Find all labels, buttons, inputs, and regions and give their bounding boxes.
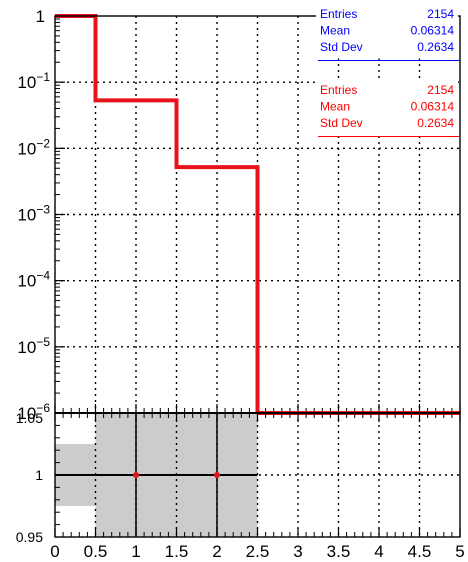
x-tick-label: 2: [212, 542, 221, 561]
stats-value: 2154: [427, 83, 454, 97]
ratio-panel: 1.05 1 0.95 0 0.5 1 1.5 2 2.5 3 3.5 4 4.5 5: [16, 410, 465, 561]
x-tick-label: 4: [374, 542, 383, 561]
y-tick-base: 10: [17, 206, 36, 225]
ratio-y-tick-label: 0.95: [16, 529, 43, 545]
stats-value: 0.2634: [417, 116, 454, 130]
x-tick-label: 1.5: [165, 542, 189, 561]
stats-value: 0.06314: [411, 100, 455, 114]
stats-value: 2154: [427, 7, 454, 21]
stats-value: 0.06314: [411, 24, 455, 38]
ratio-y-tick-label: 1: [35, 467, 43, 483]
y-tick-exponent: −2: [36, 136, 50, 150]
y-tick-label: 10−5: [17, 335, 50, 357]
ratio-y-tick-label: 1.05: [16, 410, 43, 426]
y-tick-label: 10−1: [17, 70, 50, 92]
x-tick-label: 1: [131, 542, 140, 561]
x-tick-label: 2.5: [246, 542, 270, 561]
stats-label: Std Dev: [320, 116, 363, 130]
x-tick-label: 5: [455, 542, 464, 561]
x-tick-label: 4.5: [408, 542, 432, 561]
y-tick-base: 10: [17, 139, 36, 158]
y-tick-exponent: −1: [36, 70, 50, 84]
stats-label: Entries: [320, 83, 357, 97]
ratio-point: [214, 472, 220, 478]
y-tick-label: 10−3: [17, 203, 50, 225]
stats-box: Entries 2154 Mean 0.06314 Std Dev 0.2634: [316, 81, 460, 137]
stats-label: Mean: [320, 24, 350, 38]
y-tick-label: 10−2: [17, 136, 50, 158]
x-tick-label: 0.5: [84, 542, 108, 561]
y-tick-label: 10−4: [17, 269, 50, 291]
main-histogram-line: [55, 14, 460, 415]
y-tick-exponent: −5: [36, 335, 50, 349]
x-tick-label: 0: [50, 542, 59, 561]
y-tick-label: 10−6: [17, 401, 50, 423]
y-tick-base: 10: [17, 73, 36, 92]
y-tick-exponent: −4: [36, 269, 50, 283]
stats-box: Entries 2154 Mean 0.06314 Std Dev 0.2634: [316, 5, 460, 61]
stats-label: Std Dev: [320, 40, 363, 54]
y-tick-label: 1: [36, 7, 45, 26]
stats-value: 0.2634: [417, 40, 454, 54]
x-tick-label: 3: [293, 542, 302, 561]
stats-label: Entries: [320, 7, 357, 21]
y-tick-base: 10: [17, 338, 36, 357]
stats-box-border: [316, 5, 458, 59]
x-tick-label: 3.5: [327, 542, 351, 561]
stats-label: Mean: [320, 100, 350, 114]
y-tick-exponent: −3: [36, 203, 50, 217]
y-tick-base: 10: [17, 272, 36, 291]
y-tick-exponent: −6: [36, 401, 50, 415]
y-tick-base: 10: [17, 404, 36, 423]
ratio-point: [133, 472, 139, 478]
stats-box-border: [316, 81, 458, 135]
